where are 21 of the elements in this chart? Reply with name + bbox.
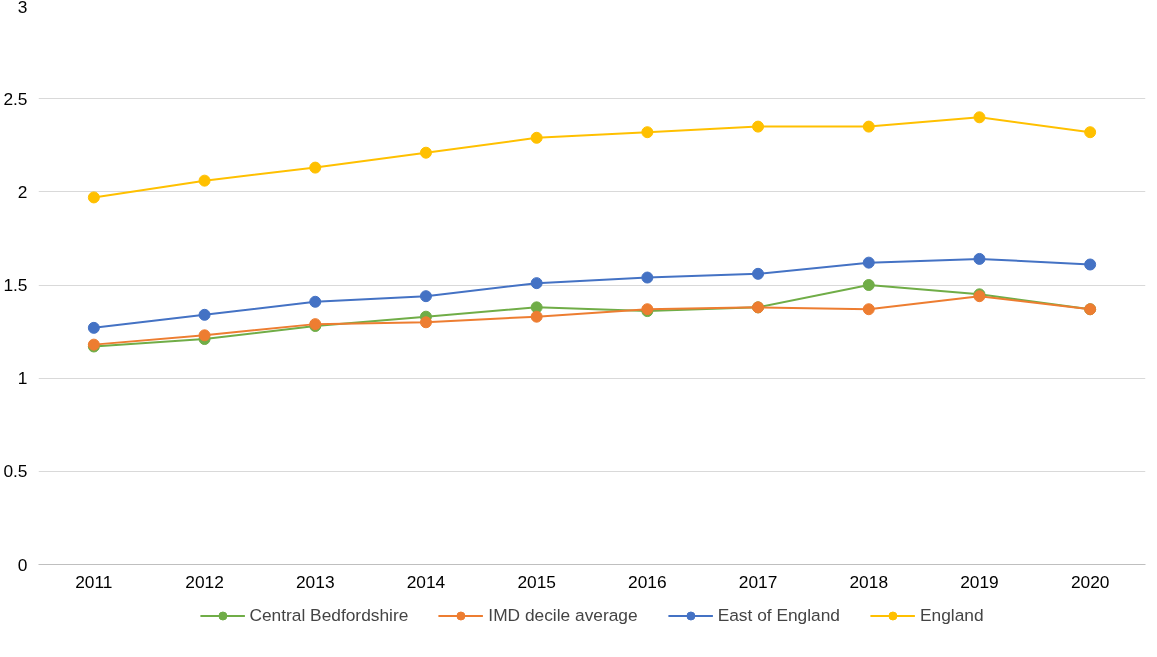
x-tick-label: 2015 bbox=[517, 571, 556, 592]
x-tick-label: 2020 bbox=[1070, 571, 1110, 592]
y-tick-label: 2 bbox=[17, 181, 28, 202]
x-tick-label: 2012 bbox=[185, 571, 224, 592]
x-tick-label: 2018 bbox=[849, 571, 889, 592]
y-tick-label: 1.5 bbox=[3, 275, 28, 295]
legend-label: England bbox=[920, 604, 984, 626]
legend-label: Central Bedfordshire bbox=[249, 604, 409, 626]
x-tick-label: 2014 bbox=[406, 571, 446, 592]
y-tick-label: 0.5 bbox=[3, 461, 28, 482]
x-tick-label: 2019 bbox=[960, 571, 999, 592]
x-tick-label: 2011 bbox=[75, 571, 113, 592]
y-tick-label: 0 bbox=[17, 554, 28, 575]
x-tick-label: 2013 bbox=[295, 571, 335, 592]
x-tick-label: 2017 bbox=[738, 571, 778, 592]
legend-label: East of England bbox=[717, 604, 840, 626]
y-tick-label: 3 bbox=[17, 0, 28, 17]
y-tick-label: 1 bbox=[17, 368, 28, 389]
y-tick-label: 2.5 bbox=[3, 88, 28, 109]
x-tick-label: 2016 bbox=[628, 571, 667, 592]
legend-label: IMD decile average bbox=[488, 604, 638, 626]
